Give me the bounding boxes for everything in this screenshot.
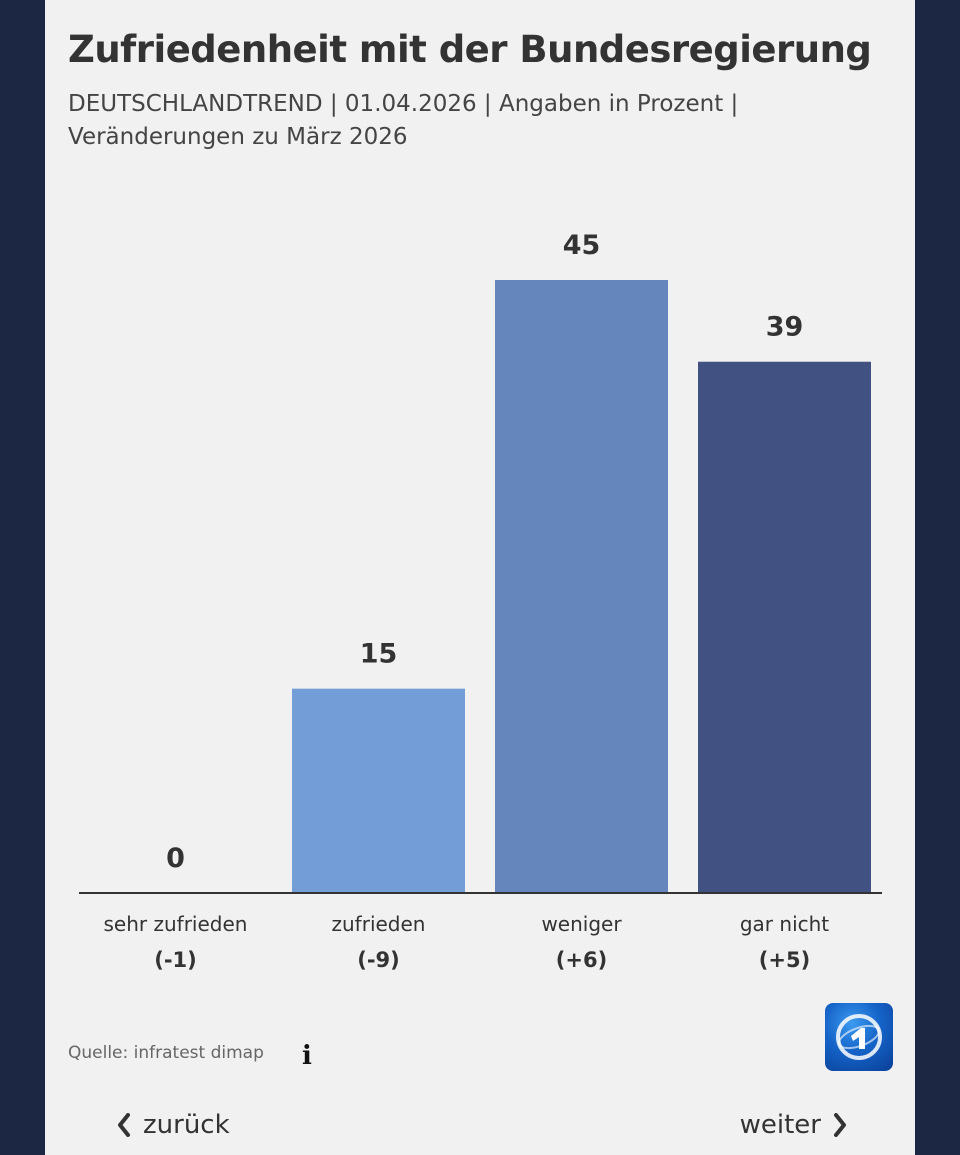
bar-3 <box>698 361 871 893</box>
change-label-3: (+5) <box>759 948 810 972</box>
next-label: weiter <box>739 1110 821 1140</box>
info-icon[interactable]: i <box>302 1041 312 1071</box>
change-label-2: (+6) <box>556 948 607 972</box>
category-label-1: zufrieden <box>332 912 426 936</box>
next-button[interactable]: weiter <box>728 1104 847 1146</box>
chart-card: Zufriedenheit mit der Bundesregierung DE… <box>45 0 915 1155</box>
value-label-0: 0 <box>166 843 185 874</box>
bar-chart: 0 sehr zufrieden (-1) 15 zufrieden (-9) 45 weni… <box>79 230 882 972</box>
value-label-3: 39 <box>766 312 804 343</box>
back-label: zurück <box>143 1110 230 1140</box>
bar-2 <box>495 280 668 893</box>
chevron-right-icon <box>834 1113 846 1137</box>
tagesschau-logo <box>825 1003 893 1071</box>
page-title: Zufriedenheit mit der Bundesregierung <box>68 28 872 71</box>
change-label-1: (-9) <box>357 948 400 972</box>
category-label-2: weniger <box>541 912 622 936</box>
category-label-0: sehr zufrieden <box>104 912 248 936</box>
bar-1 <box>292 688 465 893</box>
chevron-left-icon <box>118 1113 130 1137</box>
change-label-0: (-1) <box>154 948 197 972</box>
value-label-2: 45 <box>563 230 601 261</box>
back-button[interactable]: zurück <box>117 1104 242 1146</box>
subtitle: DEUTSCHLANDTREND | 01.04.2026 | Angaben … <box>68 91 739 150</box>
source-label: Quelle: infratest dimap <box>68 1043 264 1063</box>
category-label-3: gar nicht <box>740 912 829 936</box>
value-label-1: 15 <box>360 639 398 670</box>
